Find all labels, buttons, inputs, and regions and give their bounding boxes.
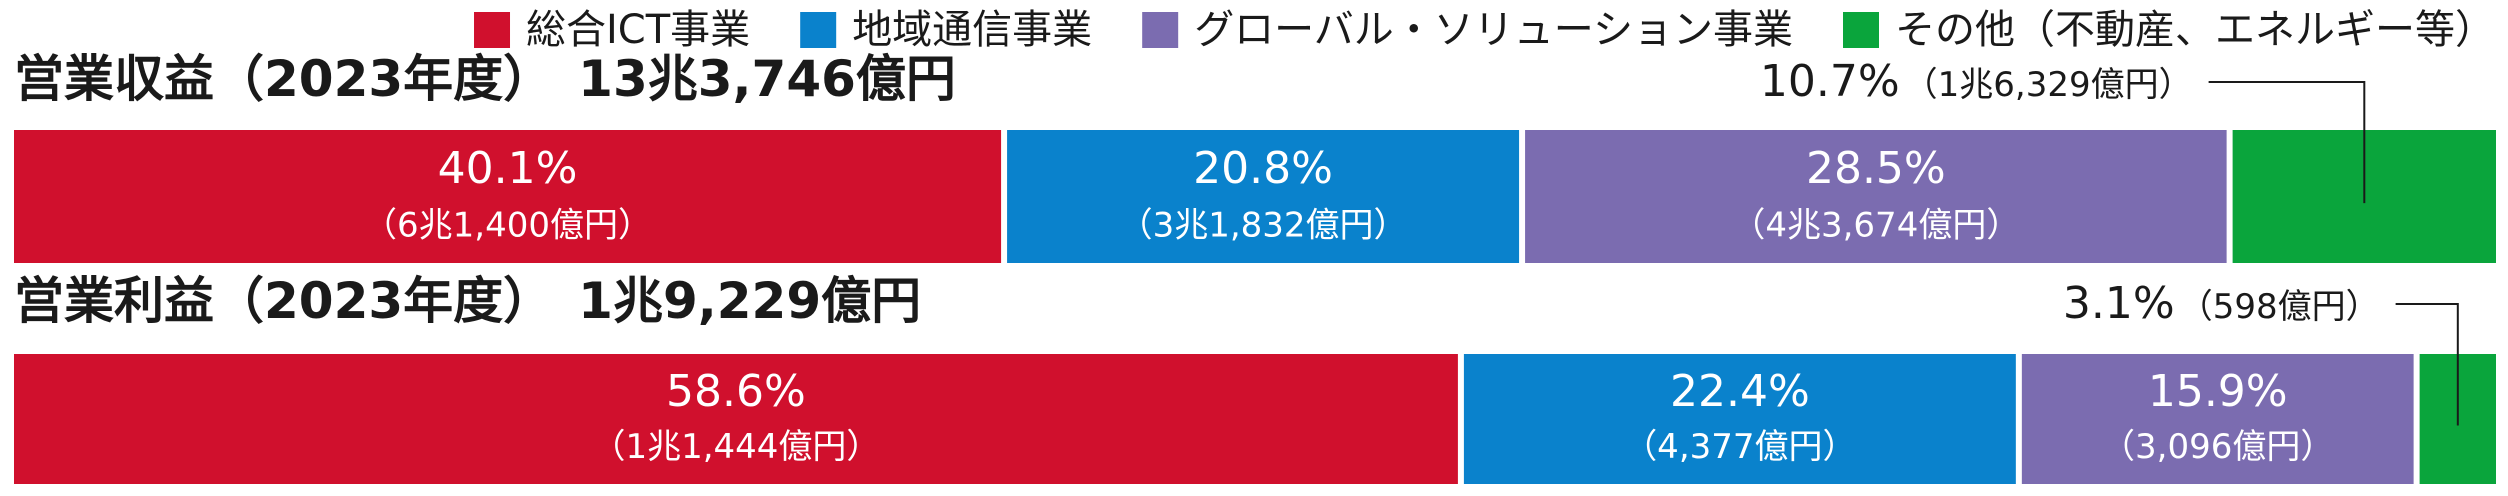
chart-row: 営業収益（2023年度） 13兆3,746億円 40.1% （6兆1,400億円） 2…	[14, 50, 2496, 263]
bar-segment-rect	[14, 354, 1458, 484]
segment-amount-label: （598億円）	[2179, 287, 2380, 327]
segment-percent-label: 58.6%	[666, 366, 806, 417]
row-title: 営業利益（2023年度） 1兆9,229億円	[14, 272, 921, 330]
segment-amount-label: （4兆3,674億円）	[1731, 205, 2020, 245]
bar-segment: 58.6% （1兆1,444億円）	[14, 354, 1458, 484]
bar-segment-rect	[14, 130, 1002, 263]
segment-percent-label: 40.1%	[438, 143, 578, 194]
chart-row: 営業利益（2023年度） 1兆9,229億円 58.6% （1兆1,444億円） 22…	[14, 272, 2496, 484]
bar-segment-rect	[1463, 354, 2016, 484]
legend-label: グローバル・ソリューション事業	[1194, 7, 1793, 53]
bar-segment: 15.9% （3,096億円）	[2021, 354, 2414, 484]
row-title: 営業収益（2023年度） 13兆3,746億円	[14, 50, 956, 108]
segment-amount-label: （4,377億円）	[1623, 427, 1856, 467]
legend: 総合ICT事業 地域通信事業 グローバル・ソリューション事業 その他（不動産、エネルギ…	[474, 7, 2495, 53]
bar-segment: 40.1% （6兆1,400億円）	[14, 130, 1002, 263]
bar-segment: 20.8% （3兆1,832億円）	[1007, 130, 1520, 263]
segment-amount-label: （3兆1,832億円）	[1119, 205, 1408, 245]
segment-amount-label: （6兆1,400億円）	[363, 205, 652, 245]
legend-item: 地域通信事業	[800, 7, 1092, 53]
segment-percent-label: 22.4%	[1670, 366, 1810, 417]
legend-swatch	[1843, 12, 1879, 48]
bar-segment-rect	[2021, 354, 2414, 484]
segment-percent-label: 20.8%	[1193, 143, 1333, 194]
segment-amount-label: （1兆6,329億円）	[1904, 65, 2193, 105]
bar-segment: 28.5% （4兆3,674億円）	[1525, 130, 2227, 263]
legend-item: グローバル・ソリューション事業	[1142, 7, 1793, 53]
bar-segment: （1兆6,329億円）10.7%	[1760, 56, 2496, 263]
legend-label: 総合ICT事業	[526, 7, 750, 53]
segment-amount-label: （3,096億円）	[2101, 427, 2334, 467]
bar-segment: （598億円）3.1%	[2063, 278, 2496, 484]
leader-line	[2395, 303, 2459, 426]
segment-percent-label: 10.7%	[1760, 56, 1900, 107]
leader-line	[2208, 81, 2366, 204]
legend-swatch	[1142, 12, 1179, 48]
legend-item: 総合ICT事業	[474, 7, 750, 53]
bar-segment: 22.4% （4,377億円）	[1463, 354, 2016, 484]
legend-label: その他（不動産、エネルギー等）	[1895, 7, 2495, 53]
chart-rows: 営業収益（2023年度） 13兆3,746億円 40.1% （6兆1,400億円） 2…	[14, 50, 2496, 484]
bar-segment-rect	[1007, 130, 1520, 263]
legend-swatch	[474, 12, 511, 48]
segment-amount-label: （1兆1,444億円）	[591, 427, 880, 467]
bar-segment-rect	[1525, 130, 2227, 263]
segment-percent-label: 15.9%	[2148, 366, 2288, 417]
legend-swatch	[800, 12, 837, 48]
legend-item: その他（不動産、エネルギー等）	[1843, 7, 2495, 53]
segment-percent-label: 28.5%	[1806, 143, 1946, 194]
legend-label: 地域通信事業	[852, 7, 1092, 53]
segment-percent-label: 3.1%	[2063, 278, 2175, 329]
